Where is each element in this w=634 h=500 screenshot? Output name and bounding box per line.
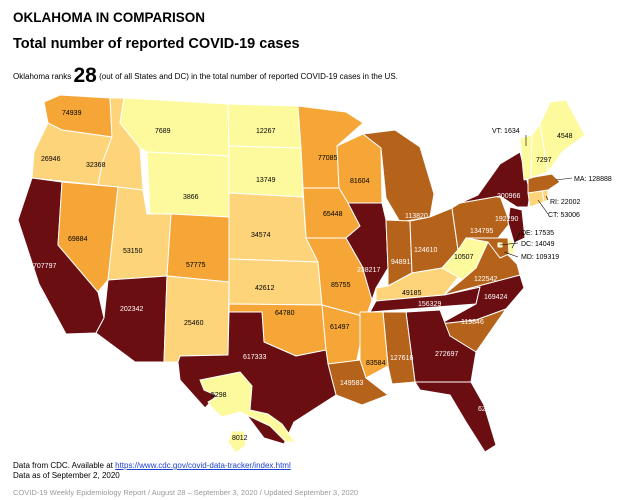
state-HI[interactable] [227,430,247,454]
value-label-KY: 49185 [402,290,422,297]
report-footer: COVID-19 Weekly Epidemiology Report / Au… [13,488,359,497]
state-AZ[interactable] [95,275,168,363]
callout-DE: DE: 17535 [521,230,554,237]
value-label-WI: 81604 [350,178,370,185]
data-as-of: Data as of September 2, 2020 [13,471,120,480]
state-CO[interactable] [166,213,230,283]
state-ME[interactable] [539,99,586,173]
value-label-NM: 25460 [184,320,204,327]
value-label-MI: 113820 [405,213,428,220]
value-label-NC: 169424 [484,294,507,301]
callout-leader-lines [499,135,573,258]
value-label-IN: 94891 [391,259,411,266]
rank-statement: Oklahoma ranks 28 (out of all States and… [13,64,398,88]
cdc-link[interactable]: https://www.cdc.gov/covid-data-tracker/i… [115,461,291,470]
value-label-AZ: 202342 [120,306,143,313]
state-ND[interactable] [227,103,302,149]
value-label-ID: 32368 [86,162,106,169]
value-label-MN: 77085 [318,155,338,162]
us-covid-map: 74939 26946 32368 7689 12267 13749 3866 77085 81… [17,94,612,454]
callout-DC: DC: 14049 [521,241,555,248]
value-label-WV: 10507 [454,254,474,261]
value-label-ME: 4548 [557,133,573,140]
data-source: Data from CDC. Available at https://www.… [13,461,291,470]
value-label-HI: 8012 [232,435,248,442]
value-label-AR: 61497 [330,324,350,331]
state-MS[interactable] [359,311,389,379]
callout-MD: MD: 109319 [521,254,559,261]
value-label-KS: 42612 [255,285,275,292]
value-label-NY: 200966 [497,193,520,200]
value-label-NH: 7297 [536,157,552,164]
value-label-MS: 83584 [366,360,386,367]
state-IL[interactable] [345,202,389,301]
state-value-labels: 74939 26946 32368 7689 12267 13749 3866 77085 81… [33,110,573,442]
value-label-MO: 85755 [331,282,351,289]
value-label-NJ: 192290 [495,216,518,223]
value-label-NE: 34574 [251,232,271,239]
value-label-SD: 13749 [256,177,276,184]
value-label-SC: 119846 [461,319,484,326]
callout-RI: RI: 22002 [550,199,580,206]
state-WY[interactable] [146,151,230,218]
value-label-PA: 134795 [470,228,493,235]
state-TX[interactable] [177,311,337,445]
value-label-CA: 707797 [33,263,56,270]
value-label-OK: 64780 [275,310,295,317]
state-shapes [17,94,586,454]
value-label-VA: 122542 [474,276,497,283]
value-label-IA: 65448 [323,211,343,218]
value-label-NV: 69884 [68,236,88,243]
value-label-TN: 156329 [418,301,441,308]
value-label-AL: 127616 [390,355,413,362]
rank-prefix: Oklahoma ranks [13,72,72,81]
state-WI[interactable] [336,133,383,204]
value-label-OR: 26946 [41,156,61,163]
value-label-ND: 12267 [256,128,276,135]
state-FL[interactable] [414,381,497,453]
source-prefix: Data from CDC. Available at [13,461,116,470]
value-label-UT: 53150 [123,248,143,255]
value-label-AK: 5298 [211,392,227,399]
state-MA[interactable] [527,173,561,194]
callout-CT: CT: 53006 [548,212,580,219]
value-label-MT: 7689 [155,128,171,135]
state-SD[interactable] [228,145,304,198]
state-NM[interactable] [163,275,230,363]
value-label-LA: 149583 [340,380,363,387]
value-label-WY: 3866 [183,194,199,201]
value-label-TX: 617333 [243,354,266,361]
value-label-OH: 124610 [414,247,437,254]
value-label-GA: 272697 [435,351,458,358]
callout-VT: VT: 1634 [492,128,520,135]
page-title: OKLAHOMA IN COMPARISON [13,10,205,25]
rank-suffix: (out of all States and DC) in the total … [99,72,398,81]
value-label-FL: 624116 [478,406,501,413]
state-NV[interactable] [57,181,119,293]
value-label-WA: 74939 [62,110,82,117]
callout-labels: VT: 1634 MA: 128888 RI: 22002 CT: 53006 … [492,128,612,261]
callout-MA: MA: 128888 [574,176,612,183]
state-KS[interactable] [228,258,323,306]
page-subtitle: Total number of reported COVID-19 cases [13,36,300,52]
state-AK[interactable] [199,371,296,443]
value-label-IL: 238217 [357,267,380,274]
rank-number: 28 [73,64,97,87]
value-label-CO: 57775 [186,262,206,269]
state-NJ[interactable] [507,206,526,244]
